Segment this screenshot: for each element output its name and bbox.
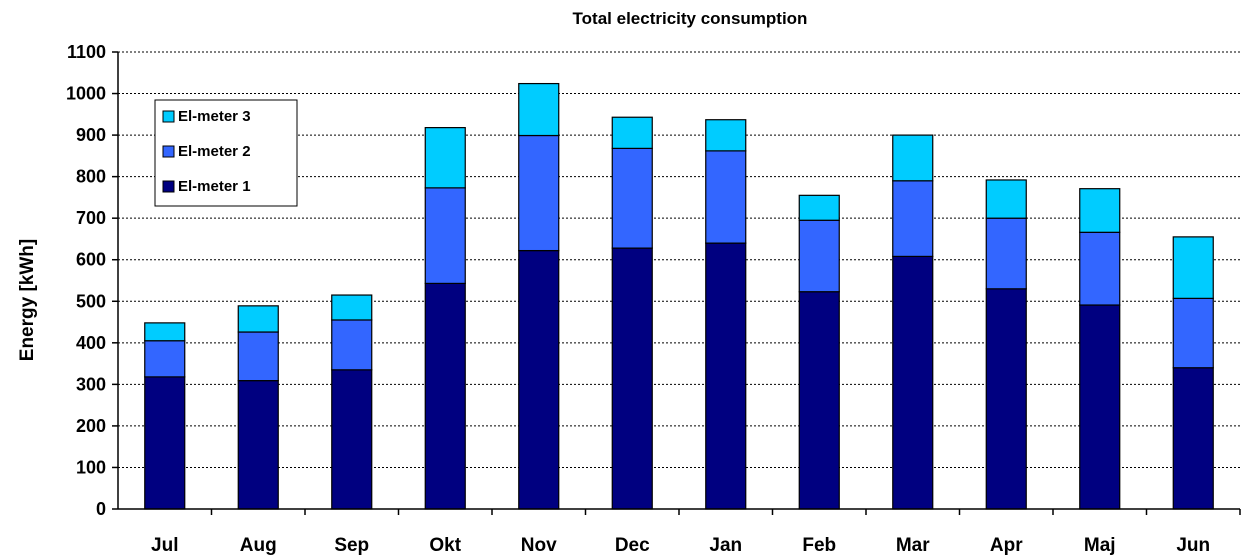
bar-el-meter-2-jan [705, 150, 747, 244]
bar-el-meter-2-dec [611, 147, 653, 249]
bar-el-meter-3-dec [611, 116, 653, 149]
legend-swatch [162, 110, 175, 123]
bar-el-meter-1-jun [1172, 367, 1214, 510]
bar-el-meter-2-sep [331, 319, 373, 371]
bar-el-meter-3-jan [705, 119, 747, 152]
bars [144, 82, 1214, 510]
y-axis-label: Energy [kWh] [17, 239, 38, 361]
legend-swatch [162, 180, 175, 193]
bar-el-meter-1-jan [705, 242, 747, 510]
x-tick-label: Apr [990, 535, 1023, 556]
bar-el-meter-1-okt [424, 282, 466, 510]
chart-title: Total electricity consumption [573, 9, 808, 28]
bar-el-meter-2-maj [1079, 231, 1121, 306]
bar-el-meter-1-nov [518, 249, 560, 510]
legend-swatch [162, 145, 175, 158]
x-tick-label: Sep [334, 535, 369, 556]
bar-el-meter-3-feb [798, 194, 840, 221]
bar-el-meter-2-jun [1172, 297, 1214, 369]
x-tick-label: Nov [521, 535, 557, 556]
y-tick-labels: 0 100 200 300 400 500 600 700 800 900 1000 1100 [66, 42, 118, 519]
y-tick-label: 800 [76, 167, 106, 187]
legend-box [154, 99, 298, 207]
bar-el-meter-2-aug [237, 331, 279, 382]
y-tick-label: 1100 [67, 42, 106, 62]
x-tick-label: Dec [615, 535, 650, 556]
x-tick-label: Feb [802, 535, 836, 556]
bar-el-meter-2-jul [144, 340, 186, 378]
y-tick-label: 0 [96, 499, 106, 519]
x-tick-label: Jul [151, 535, 178, 556]
bar-el-meter-3-jun [1172, 236, 1214, 299]
bar-el-meter-3-maj [1079, 188, 1121, 233]
x-tick-label: Maj [1084, 535, 1116, 556]
x-tick-label: Mar [896, 535, 930, 556]
bar-el-meter-2-mar [892, 180, 934, 258]
legend-label: El-meter 3 [178, 108, 251, 125]
y-tick-label: 1000 [66, 84, 106, 104]
bar-el-meter-1-aug [237, 380, 279, 510]
y-tick-label: 300 [76, 374, 106, 394]
bar-el-meter-3-aug [237, 305, 279, 333]
legend: El-meter 3 El-meter 2 El-meter 1 [154, 99, 298, 207]
bar-el-meter-2-okt [424, 187, 466, 285]
bar-el-meter-1-feb [798, 291, 840, 510]
y-tick-label: 700 [76, 208, 106, 228]
bar-el-meter-1-maj [1079, 304, 1121, 510]
legend-label: El-meter 2 [178, 143, 251, 160]
x-tick-label: Okt [429, 535, 461, 556]
legend-label: El-meter 1 [178, 178, 251, 195]
x-tick-label: Jan [709, 535, 742, 556]
bar-el-meter-3-mar [892, 134, 934, 182]
x-tick-label: Aug [240, 535, 277, 556]
y-tick-label: 900 [76, 125, 106, 145]
bar-el-meter-3-apr [985, 179, 1027, 219]
bar-el-meter-1-sep [331, 369, 373, 510]
bar-el-meter-3-nov [518, 82, 560, 137]
y-tick-label: 200 [76, 416, 106, 436]
bar-el-meter-2-nov [518, 134, 560, 252]
gridlines [118, 51, 1240, 468]
bar-el-meter-3-sep [331, 294, 373, 321]
bar-el-meter-3-okt [424, 127, 466, 189]
bar-el-meter-1-jul [144, 376, 186, 510]
bar-el-meter-3-jul [144, 322, 186, 342]
bar-el-meter-2-apr [985, 217, 1027, 290]
bar-el-meter-1-dec [611, 247, 653, 510]
x-tick-labels: Jul Aug Sep Okt Nov Dec Jan Feb Mar Apr Maj Jun [151, 509, 1241, 556]
bar-el-meter-1-apr [985, 288, 1027, 510]
x-tick-label: Jun [1176, 535, 1210, 556]
bar-el-meter-1-mar [892, 255, 934, 510]
y-tick-label: 500 [76, 291, 106, 311]
y-tick-label: 600 [76, 250, 106, 270]
bar-el-meter-2-feb [798, 219, 840, 293]
y-tick-label: 400 [76, 333, 106, 353]
y-tick-label: 100 [76, 457, 106, 477]
